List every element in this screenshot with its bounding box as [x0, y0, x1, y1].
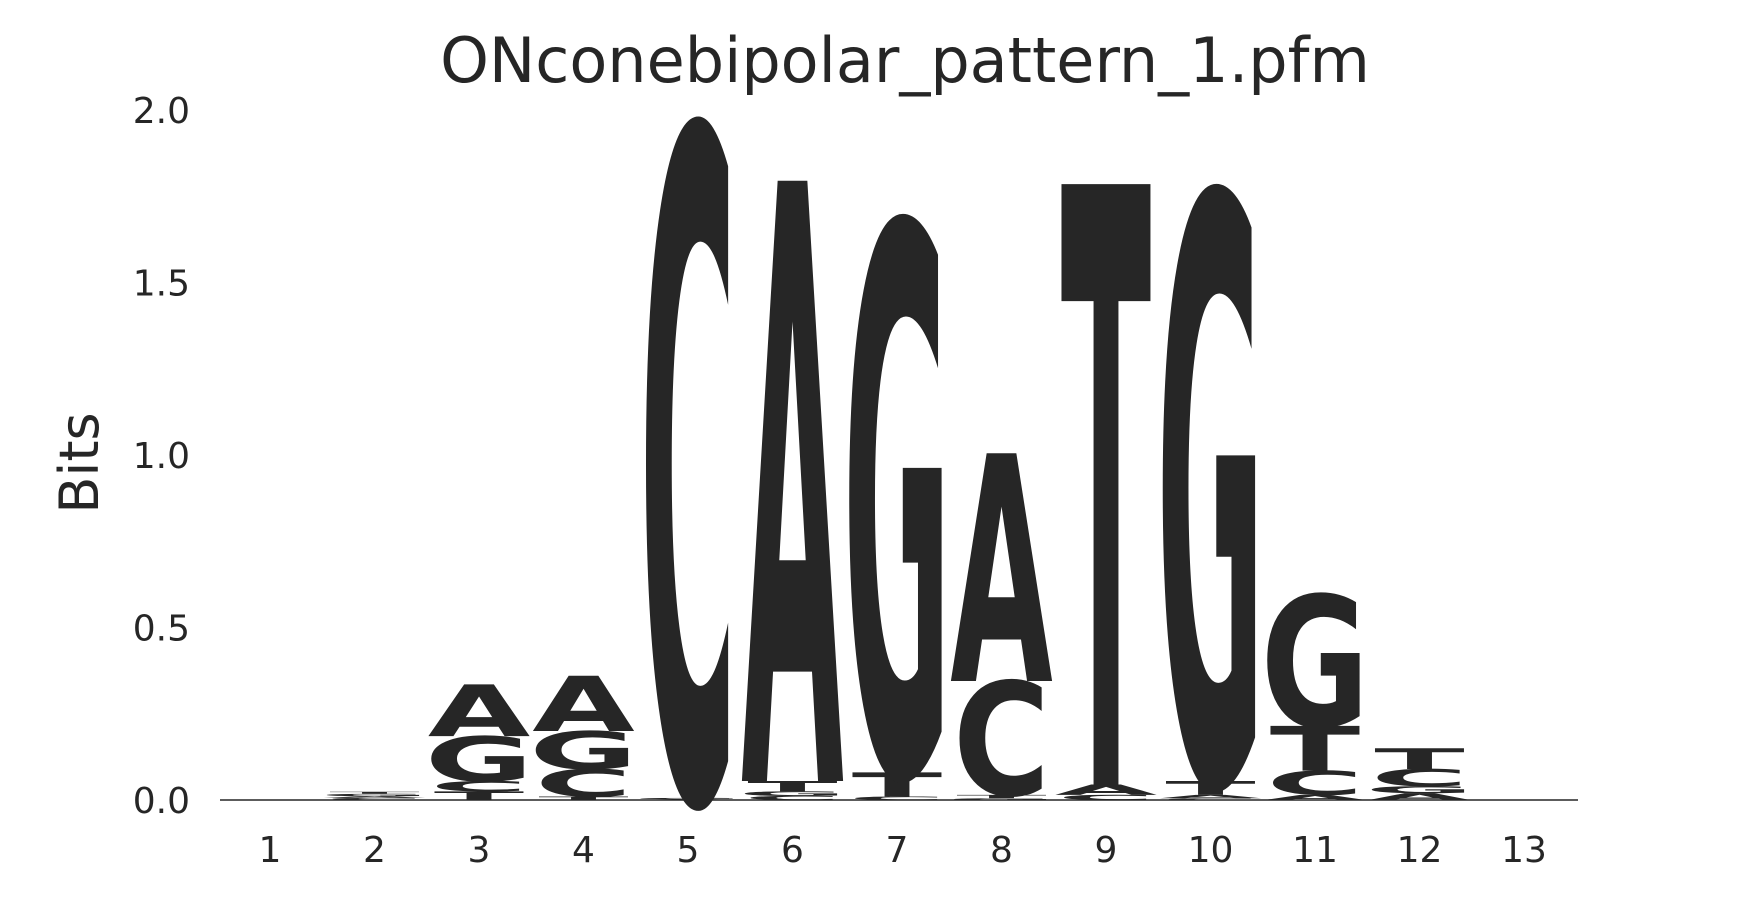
- glyph-t-pos-12: T: [1374, 743, 1464, 776]
- chart-title: ONconebipolar_pattern_1.pfm: [440, 24, 1370, 97]
- glyph-c-pos-6: C: [744, 795, 841, 802]
- glyph-g-pos-10: G: [1156, 34, 1265, 900]
- glyph-t-pos-9: T: [1061, 22, 1152, 900]
- glyph-a-pos-5: A: [637, 799, 739, 801]
- x-ticks: 1 2 3 4 5 6 7 8 9 10 11 12 13: [259, 830, 1547, 871]
- x-tick-label: 9: [1095, 830, 1118, 871]
- glyph-g-pos-6: G: [738, 790, 847, 797]
- x-tick-label: 8: [990, 830, 1013, 871]
- glyph-c-pos-4: C: [535, 762, 632, 806]
- glyph-c-pos-2: C: [326, 797, 423, 800]
- glyph-a-pos-2: A: [323, 796, 426, 799]
- y-tick-label: 1.0: [133, 436, 190, 477]
- x-tick-label: 2: [363, 830, 386, 871]
- glyph-t-pos-6: T: [747, 778, 837, 794]
- glyph-t-pos-4: T: [538, 796, 628, 802]
- glyph-c-pos-10: C: [1162, 798, 1259, 801]
- glyph-t-pos-8: T: [956, 794, 1046, 800]
- glyph-g-pos-11: G: [1261, 560, 1370, 770]
- glyph-a-pos-6: A: [741, 19, 844, 900]
- y-tick-label: 2.0: [133, 91, 190, 132]
- x-tick-label: 4: [572, 830, 595, 871]
- glyph-g-pos-12: G: [1365, 784, 1474, 795]
- glyph-g-pos-4: G: [529, 721, 638, 782]
- glyph-a-pos-3: A: [428, 671, 530, 754]
- glyph-a-pos-4: A: [532, 662, 634, 750]
- glyph-t-pos-3: T: [434, 789, 524, 803]
- x-tick-label: 1: [259, 830, 282, 871]
- glyph-c-pos-5: C: [639, 0, 736, 900]
- glyph-g-pos-3: G: [425, 724, 534, 795]
- glyph-a-pos-12: A: [1368, 791, 1471, 802]
- glyph-c-pos-11: C: [1266, 764, 1363, 803]
- glyph-a-pos-9: A: [1055, 782, 1158, 798]
- glyph-g-pos-5: G: [634, 798, 743, 800]
- y-tick-label: 0.0: [133, 781, 190, 822]
- glyph-c-pos-7: C: [848, 796, 945, 802]
- glyph-a-pos-11: A: [1264, 793, 1367, 801]
- x-tick-label: 10: [1188, 830, 1234, 871]
- glyph-t-pos-11: T: [1270, 714, 1360, 785]
- x-tick-label: 11: [1292, 830, 1338, 871]
- y-tick-label: 0.5: [133, 609, 190, 650]
- glyph-a-pos-8: A: [950, 391, 1052, 756]
- glyph-c-pos-8: C: [953, 651, 1050, 832]
- glyph-g-pos-7: G: [843, 76, 952, 900]
- glyph-c-pos-3: C: [430, 778, 527, 794]
- glyph-t-pos-2: T: [329, 791, 419, 794]
- glyph-t-pos-7: T: [852, 766, 943, 805]
- glyph-g-pos-2: G: [320, 793, 429, 797]
- glyph-g-pos-8: G: [947, 798, 1056, 801]
- x-tick-label: 12: [1397, 830, 1443, 871]
- x-tick-label: 3: [468, 830, 491, 871]
- glyph-c-pos-9: C: [1057, 793, 1154, 801]
- x-tick-label: 7: [886, 830, 909, 871]
- y-axis-label: Bits: [48, 412, 111, 513]
- x-tick-label: 5: [677, 830, 700, 871]
- glyph-a-pos-10: A: [1159, 794, 1262, 800]
- glyph-t-pos-10: T: [1165, 777, 1255, 799]
- glyph-c-pos-12: C: [1371, 765, 1468, 792]
- x-tick-label: 13: [1501, 830, 1547, 871]
- y-ticks: 0.0 0.5 1.0 1.5 2.0: [133, 91, 190, 822]
- y-tick-label: 1.5: [133, 264, 190, 305]
- x-tick-label: 6: [781, 830, 804, 871]
